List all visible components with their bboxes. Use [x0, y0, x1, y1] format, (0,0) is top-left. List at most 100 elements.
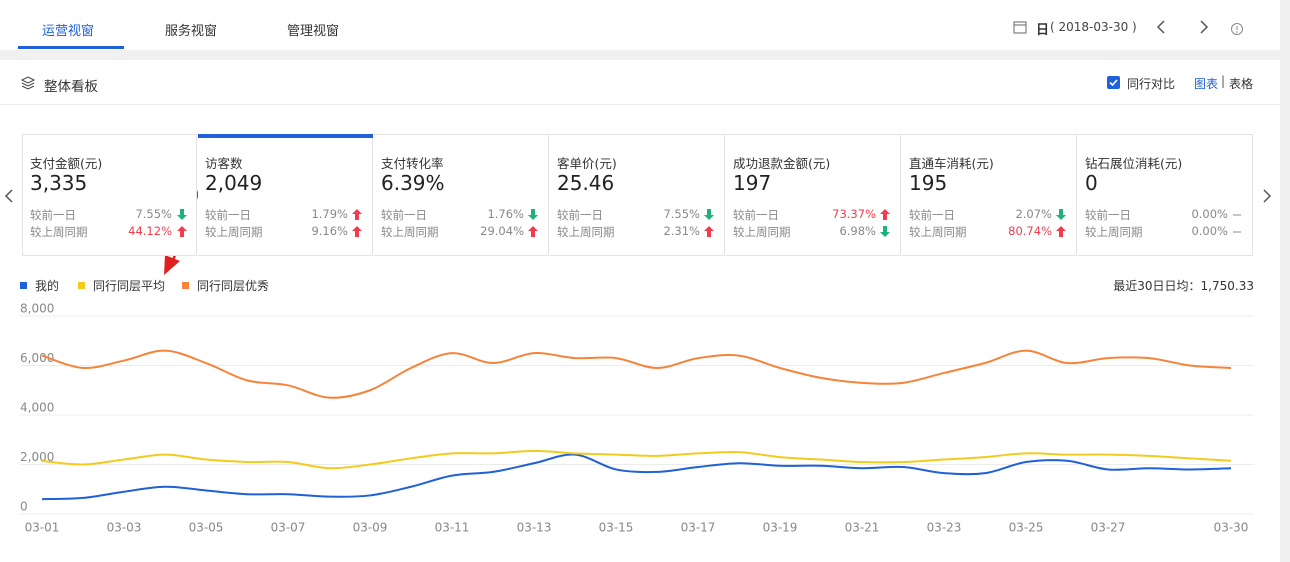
metric-value: 2,049 [205, 171, 263, 195]
metric-value: 25.46 [557, 171, 615, 195]
y-tick-label: 0 [20, 500, 28, 514]
x-tick-label: 03-30 [1214, 521, 1249, 535]
x-tick-label: 03-17 [681, 521, 716, 535]
x-tick-label: 03-09 [353, 521, 388, 535]
trend-icon [352, 226, 362, 237]
change-label: 较前一日 [30, 208, 76, 222]
x-tick-label: 03-07 [271, 521, 306, 535]
metric-label: 直通车消耗(元) [909, 156, 994, 171]
change-label: 较上周同期 [733, 225, 791, 239]
x-tick-label: 03-19 [763, 521, 798, 535]
next-date[interactable] [1198, 20, 1210, 34]
change-value: 9.16% [311, 224, 348, 238]
legend-swatch [20, 282, 27, 289]
change-value: 2.07% [1015, 207, 1052, 221]
metric-label: 支付金额(元) [30, 156, 103, 171]
trend-icon [1056, 226, 1066, 237]
chart-area: 我的 同行同层平均 同行同层优秀 最近30日日均：1,750.33 0 2,000 4,00… [0, 270, 1280, 560]
y-tick-label: 4,000 [20, 401, 54, 415]
change-value: 80.74% [1008, 224, 1052, 238]
x-tick-label: 03-27 [1091, 521, 1126, 535]
metric-label: 支付转化率 [381, 156, 444, 171]
trend-icon [528, 209, 538, 220]
metric-value: 0 [1085, 171, 1098, 195]
trend-icon [177, 226, 187, 237]
period-label: 日 [1036, 23, 1050, 38]
change-value: 6.98% [839, 224, 876, 238]
divider [0, 104, 1280, 105]
x-tick-label: 03-21 [845, 521, 880, 535]
cards-next[interactable] [1261, 188, 1273, 204]
cards-prev[interactable] [3, 188, 15, 204]
view-separator: | [1221, 74, 1226, 88]
legend-label[interactable]: 同行同层平均 [93, 279, 166, 293]
series-line [41, 449, 1232, 470]
change-value: 7.55% [663, 207, 700, 221]
view-toggle[interactable]: 表格 [1229, 77, 1254, 91]
legend-label[interactable]: 我的 [35, 279, 60, 293]
change-label: 较前一日 [909, 208, 955, 222]
change-value: 73.37% [832, 207, 876, 221]
trend-icon [1233, 214, 1241, 216]
compare-checkbox[interactable] [1107, 76, 1120, 89]
top-bar: 运营视窗 服务视窗 管理视窗 日( 2018-03-30 ) [0, 0, 1280, 50]
legend-label[interactable]: 同行同层优秀 [197, 279, 270, 293]
change-value: 44.12% [128, 224, 172, 238]
metric-value: 6.39% [381, 171, 445, 195]
metric-value: 3,335 [30, 171, 88, 195]
trend-icon [1233, 231, 1241, 233]
trend-icon [1056, 209, 1066, 220]
series-line [41, 453, 1232, 501]
view-toggle[interactable]: 图表 [1194, 77, 1219, 91]
metric-card[interactable]: 支付金额(元) 3,335 较前一日 7.55% 较上周同期 44.12% [22, 134, 197, 256]
change-label: 较上周同期 [557, 225, 615, 239]
change-value: 1.76% [487, 207, 524, 221]
date-label: ( 2018-03-30 ) [1050, 20, 1137, 34]
metric-card[interactable]: 成功退款金额(元) 197 较前一日 73.37% 较上周同期 6.98% [726, 134, 901, 256]
nav-tab[interactable]: 管理视窗 [287, 24, 340, 39]
metric-card[interactable]: 直通车消耗(元) 195 较前一日 2.07% 较上周同期 80.74% [902, 134, 1077, 256]
trend-icon [352, 209, 362, 220]
metric-card[interactable]: 客单价(元) 25.46 较前一日 7.55% 较上周同期 2.31% [550, 134, 725, 256]
legend-swatch [78, 282, 85, 289]
x-tick-label: 03-23 [927, 521, 962, 535]
help-icon[interactable] [1230, 22, 1244, 36]
change-label: 较前一日 [557, 208, 603, 222]
metric-card[interactable]: 钻石展位消耗(元) 0 较前一日 0.00% 较上周同期 0.00% [1078, 134, 1253, 256]
change-label: 较前一日 [1085, 208, 1131, 222]
legend-swatch [182, 282, 189, 289]
metric-label: 成功退款金额(元) [733, 156, 831, 171]
change-value: 2.31% [663, 224, 700, 238]
metric-label: 客单价(元) [557, 156, 617, 171]
trend-icon [880, 226, 890, 237]
x-tick-label: 03-15 [599, 521, 634, 535]
change-value: 29.04% [480, 224, 524, 238]
series-line [41, 349, 1232, 399]
change-label: 较前一日 [381, 208, 427, 222]
metric-value: 195 [909, 171, 948, 195]
active-card-indicator [198, 134, 373, 138]
prev-date[interactable] [1155, 20, 1167, 34]
x-tick-label: 03-05 [189, 521, 224, 535]
trend-icon [704, 209, 714, 220]
change-value: 0.00% [1191, 207, 1228, 221]
trend-icon [528, 226, 538, 237]
change-label: 较上周同期 [205, 225, 263, 239]
change-value: 1.79% [311, 207, 348, 221]
nav-tab[interactable]: 服务视窗 [165, 24, 218, 39]
change-label: 较前一日 [733, 208, 779, 222]
trend-icon [880, 209, 890, 220]
change-label: 较上周同期 [909, 225, 967, 239]
change-value: 7.55% [135, 207, 172, 221]
nav-tab[interactable]: 运营视窗 [42, 24, 95, 39]
metric-card[interactable]: 支付转化率 6.39% 较前一日 1.76% 较上周同期 29.04% [374, 134, 549, 256]
active-tab-indicator [18, 46, 124, 49]
compare-label: 同行对比 [1127, 77, 1176, 91]
metric-card[interactable]: 访客数 2,049 较前一日 1.79% 较上周同期 9.16% [198, 134, 373, 256]
x-tick-label: 03-01 [25, 521, 60, 535]
chart-note: 最近30日日均：1,750.33 [1113, 279, 1254, 293]
change-label: 较上周同期 [1085, 225, 1143, 239]
change-label: 较前一日 [205, 208, 251, 222]
